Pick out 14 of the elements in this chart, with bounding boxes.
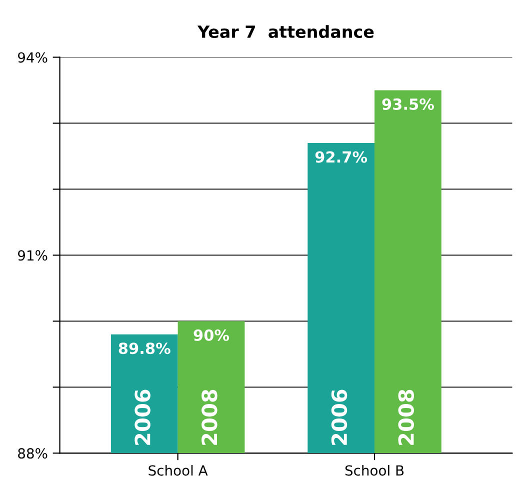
y-tick-label: 91% — [18, 250, 48, 261]
y-tick-label: 94% — [18, 52, 48, 63]
text: 2008 — [398, 390, 414, 445]
y-tick-label: 88% — [18, 448, 48, 459]
x-tick-label: School A — [148, 464, 208, 476]
data-label: 90% — [194, 329, 230, 341]
data-label: 93.5% — [382, 98, 434, 110]
series-label: 2008 — [202, 390, 218, 445]
series-label: 2006 — [134, 390, 150, 445]
data-label: 92.7% — [315, 151, 368, 163]
x-tick-label: School B — [345, 464, 404, 476]
text: 2006 — [331, 390, 348, 445]
data-label: 89.8% — [118, 342, 170, 354]
chart-title: Year 7 attendance — [197, 25, 374, 38]
